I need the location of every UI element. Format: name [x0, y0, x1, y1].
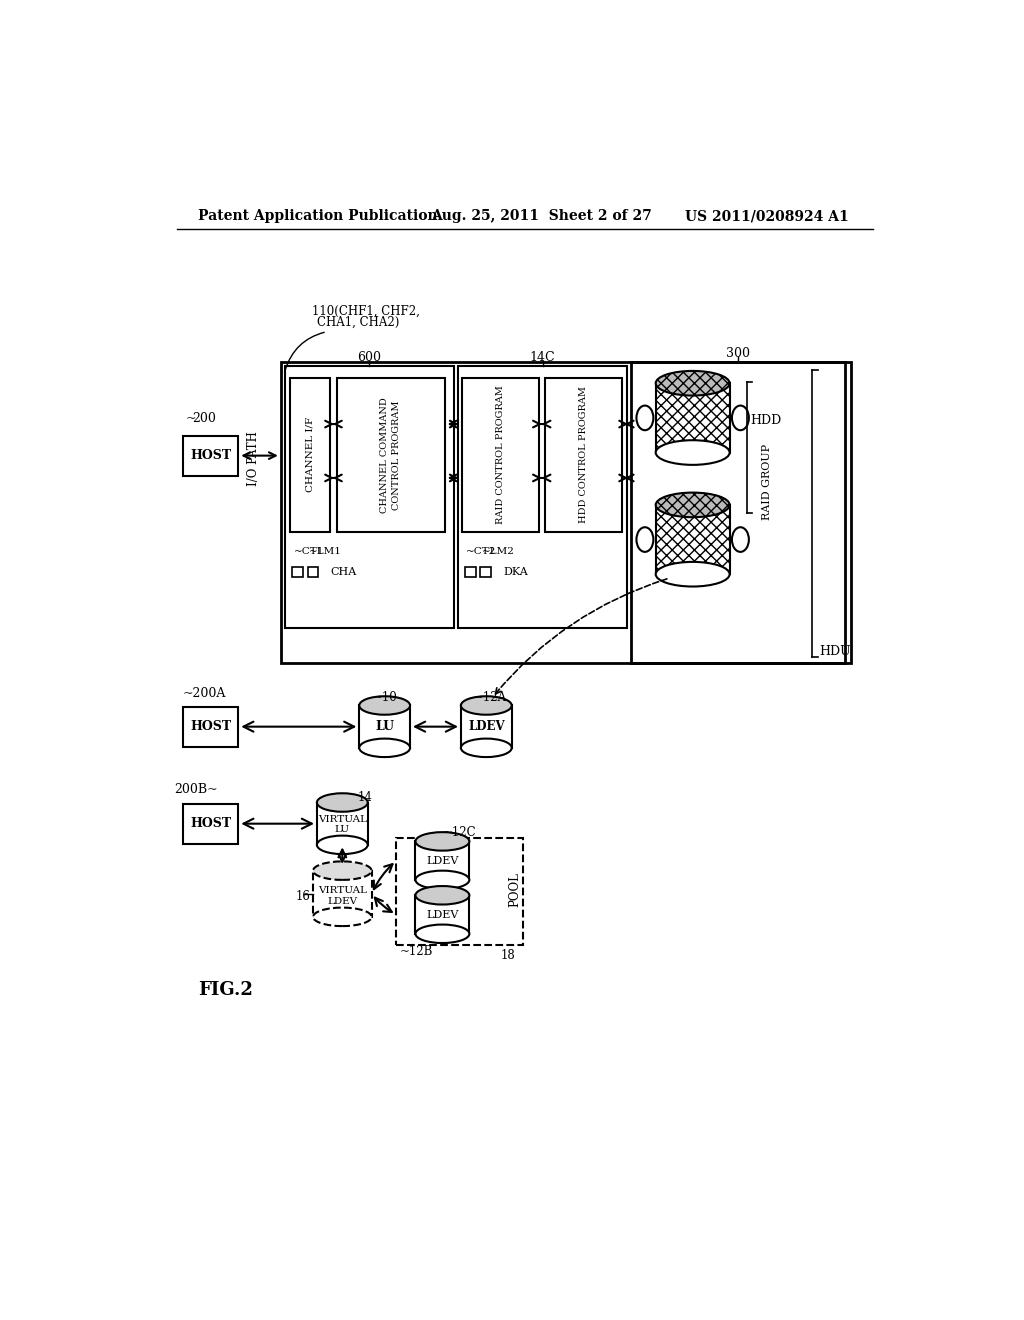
- Text: 200: 200: [193, 412, 216, 425]
- Bar: [465, 566, 475, 577]
- Bar: [458, 367, 628, 628]
- Text: CHA1, CHA2): CHA1, CHA2): [316, 315, 399, 329]
- Bar: [416, 841, 469, 880]
- Text: ~12A: ~12A: [473, 690, 507, 704]
- Text: 14C: 14C: [529, 351, 555, 363]
- Ellipse shape: [655, 441, 730, 465]
- Text: LDEV: LDEV: [426, 909, 459, 920]
- Ellipse shape: [655, 562, 730, 586]
- Text: ~10: ~10: [373, 690, 397, 704]
- Bar: [183, 706, 239, 747]
- Ellipse shape: [732, 405, 749, 430]
- Ellipse shape: [461, 739, 512, 758]
- Text: POOL: POOL: [508, 873, 521, 907]
- Ellipse shape: [416, 832, 469, 850]
- Text: ~LM2: ~LM2: [481, 546, 514, 556]
- Ellipse shape: [637, 527, 653, 552]
- Bar: [655, 506, 730, 574]
- Bar: [292, 566, 303, 577]
- Text: HDU: HDU: [819, 644, 851, 657]
- Bar: [461, 705, 512, 748]
- Text: 200B~: 200B~: [174, 783, 218, 796]
- Bar: [631, 363, 845, 663]
- Text: HOST: HOST: [190, 449, 231, 462]
- Text: RAID GROUP: RAID GROUP: [762, 444, 772, 520]
- Text: 110(CHF1, CHF2,: 110(CHF1, CHF2,: [311, 305, 420, 317]
- Ellipse shape: [655, 371, 730, 396]
- Text: Patent Application Publication: Patent Application Publication: [199, 209, 438, 223]
- Text: RAID CONTROL PROGRAM: RAID CONTROL PROGRAM: [496, 385, 505, 524]
- Ellipse shape: [313, 862, 372, 880]
- Text: US 2011/0208924 A1: US 2011/0208924 A1: [685, 209, 849, 223]
- Bar: [285, 367, 454, 628]
- Ellipse shape: [461, 696, 512, 714]
- Text: CONTROL PROGRAM: CONTROL PROGRAM: [392, 400, 401, 510]
- Text: ~CT2: ~CT2: [466, 546, 497, 556]
- Text: ~: ~: [186, 412, 197, 425]
- Bar: [655, 383, 730, 453]
- Text: LDEV: LDEV: [468, 721, 505, 733]
- Text: I/O PATH: I/O PATH: [247, 432, 260, 486]
- Bar: [316, 803, 368, 845]
- Bar: [655, 506, 730, 574]
- Bar: [359, 705, 410, 748]
- Bar: [462, 378, 539, 532]
- Bar: [416, 895, 469, 933]
- Ellipse shape: [416, 886, 469, 904]
- Ellipse shape: [359, 696, 410, 714]
- Text: VIRTUAL: VIRTUAL: [317, 886, 367, 895]
- Bar: [396, 838, 523, 945]
- Text: 300: 300: [726, 347, 751, 360]
- Text: ~12C: ~12C: [443, 825, 476, 838]
- Ellipse shape: [637, 405, 653, 430]
- Ellipse shape: [316, 836, 368, 854]
- Text: LU: LU: [375, 721, 394, 733]
- Text: 16: 16: [296, 890, 311, 903]
- Text: CHANNEL COMMAND: CHANNEL COMMAND: [380, 397, 389, 512]
- Text: VIRTUAL: VIRTUAL: [317, 816, 367, 824]
- Bar: [655, 383, 730, 453]
- Bar: [313, 871, 372, 917]
- Bar: [290, 378, 330, 532]
- Text: HOST: HOST: [190, 817, 231, 830]
- Ellipse shape: [732, 527, 749, 552]
- Text: DKA: DKA: [503, 566, 528, 577]
- Bar: [183, 436, 239, 475]
- Text: LU: LU: [335, 825, 350, 834]
- Text: LDEV: LDEV: [426, 855, 459, 866]
- Bar: [281, 363, 851, 663]
- Text: 18: 18: [500, 949, 515, 962]
- Text: HDD CONTROL PROGRAM: HDD CONTROL PROGRAM: [579, 387, 588, 523]
- Text: 600: 600: [357, 351, 381, 363]
- Bar: [337, 378, 444, 532]
- Bar: [480, 566, 490, 577]
- Text: 14: 14: [357, 791, 373, 804]
- Text: CHANNEL I/F: CHANNEL I/F: [305, 417, 314, 492]
- Text: FIG.2: FIG.2: [199, 981, 253, 999]
- Bar: [307, 566, 318, 577]
- Text: ~12B: ~12B: [400, 945, 433, 958]
- Ellipse shape: [416, 924, 469, 942]
- Text: ~200A: ~200A: [183, 686, 226, 700]
- Text: HDD: HDD: [751, 413, 781, 426]
- Text: ~LM1: ~LM1: [309, 546, 342, 556]
- Ellipse shape: [316, 793, 368, 812]
- Text: CHA: CHA: [331, 566, 357, 577]
- Text: LDEV: LDEV: [328, 898, 357, 906]
- Text: Aug. 25, 2011  Sheet 2 of 27: Aug. 25, 2011 Sheet 2 of 27: [431, 209, 651, 223]
- Bar: [545, 378, 622, 532]
- Ellipse shape: [359, 739, 410, 758]
- Bar: [183, 804, 239, 843]
- Ellipse shape: [416, 871, 469, 890]
- Text: HOST: HOST: [190, 721, 231, 733]
- Text: ~CT1: ~CT1: [294, 546, 325, 556]
- Ellipse shape: [313, 908, 372, 927]
- Ellipse shape: [655, 492, 730, 517]
